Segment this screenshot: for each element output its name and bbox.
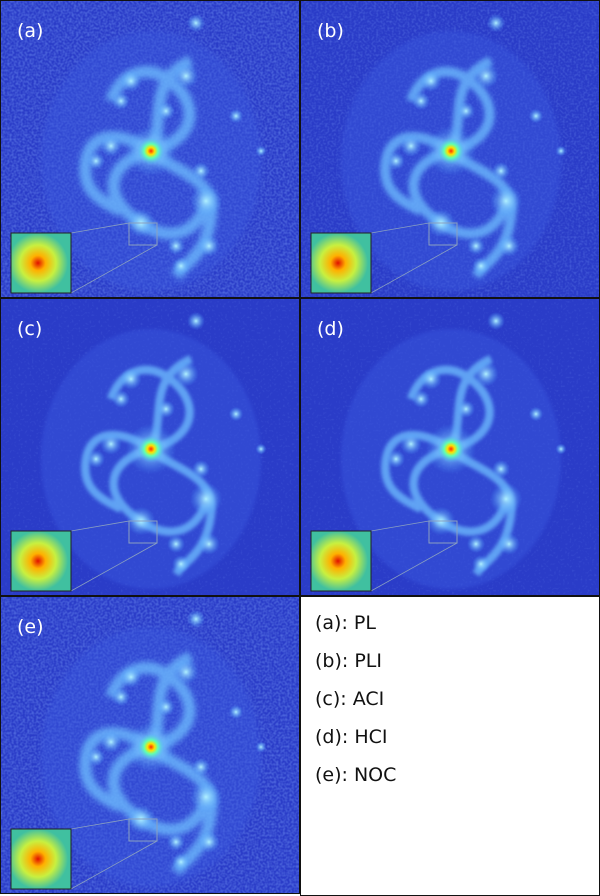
- panel-label: (a): [17, 20, 43, 42]
- legend-entry: (c): ACI: [315, 688, 385, 710]
- galaxy-image: (d): [301, 299, 599, 595]
- legend-entry: (d): HCI: [315, 726, 388, 748]
- image-panel: (d): [300, 298, 600, 596]
- legend-entry: (e): NOC: [315, 764, 397, 786]
- panel-label: (b): [317, 20, 344, 42]
- galaxy-image: (e): [1, 597, 299, 893]
- image-panel: (b): [300, 0, 600, 298]
- image-panel: (c): [0, 298, 300, 596]
- inset: [311, 531, 371, 591]
- legend-entry: (b): PLI: [315, 650, 382, 672]
- panel-label: (d): [317, 318, 344, 340]
- panel-label: (e): [17, 616, 44, 638]
- inset: [11, 233, 71, 293]
- galaxy-image: (a): [1, 1, 299, 297]
- galaxy-image: (c): [1, 299, 299, 595]
- image-panel: (e): [0, 596, 300, 894]
- panel-label: (c): [17, 318, 42, 340]
- inset: [311, 233, 371, 293]
- image-panel: (a): [0, 0, 300, 298]
- legend: (a): PL (b): PLI (c): ACI (d): HCI (e): NOC: [300, 596, 600, 896]
- legend-entry: (a): PL: [315, 612, 376, 634]
- inset: [11, 531, 71, 591]
- inset: [11, 829, 71, 889]
- galaxy-image: (b): [301, 1, 599, 297]
